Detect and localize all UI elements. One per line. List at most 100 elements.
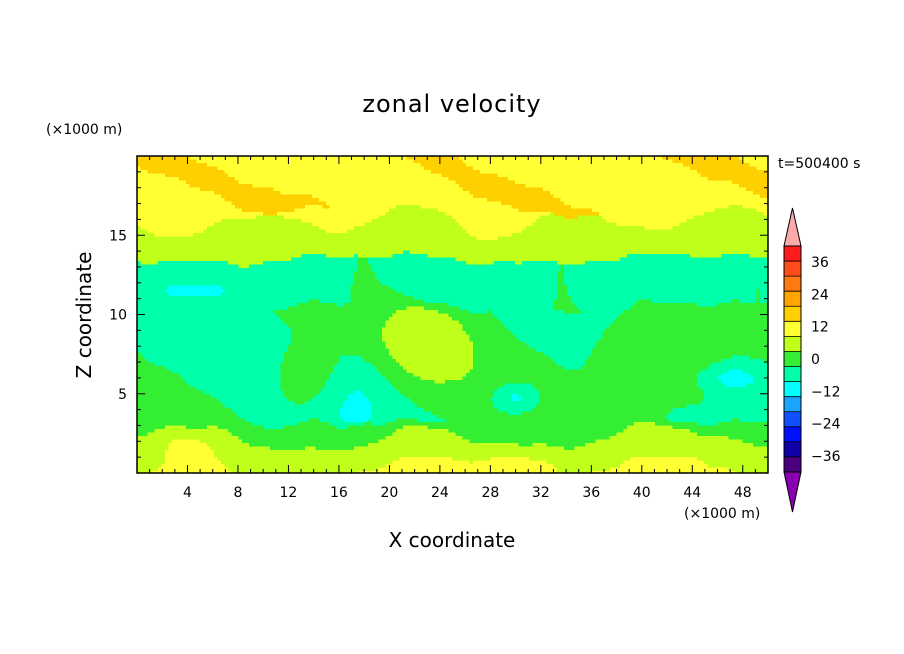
field-cell <box>641 163 645 167</box>
field-cell <box>746 226 750 230</box>
field-cell <box>756 226 761 230</box>
field-cell <box>683 233 687 237</box>
field-cell <box>151 187 155 192</box>
field-cell <box>406 177 411 181</box>
field-cell <box>179 205 183 209</box>
field-cell <box>669 233 673 237</box>
field-cell <box>574 191 579 195</box>
field-cell <box>336 212 341 216</box>
field-cell <box>350 236 355 241</box>
field-cell <box>175 191 180 195</box>
field-cell <box>581 243 586 248</box>
field-cell <box>441 194 446 199</box>
field-cell <box>308 184 313 188</box>
field-cell <box>434 170 439 174</box>
field-cell <box>644 201 649 206</box>
field-cell <box>140 156 145 160</box>
field-cell <box>700 236 705 241</box>
field-cell <box>686 229 691 234</box>
field-cell <box>347 180 351 185</box>
field-cell <box>585 243 589 248</box>
field-cell <box>630 222 635 227</box>
field-cell <box>459 215 463 220</box>
field-cell <box>546 243 551 248</box>
field-cell <box>739 236 743 241</box>
field-cell <box>725 212 729 216</box>
field-cell <box>193 222 197 227</box>
field-cell <box>203 212 208 216</box>
field-cell <box>739 229 743 234</box>
field-cell <box>308 163 313 167</box>
field-cell <box>361 184 365 188</box>
field-cell <box>721 177 726 181</box>
field-cell <box>280 208 285 213</box>
field-cell <box>249 187 253 192</box>
field-cell <box>592 215 596 220</box>
field-cell <box>690 170 694 174</box>
field-cell <box>396 163 400 167</box>
field-cell <box>700 215 705 220</box>
field-cell <box>473 250 477 255</box>
field-cell <box>718 233 722 237</box>
field-cell <box>420 212 425 216</box>
field-cell <box>406 250 411 255</box>
field-cell <box>490 170 495 174</box>
field-cell <box>756 229 761 234</box>
field-cell <box>207 219 211 223</box>
field-cell <box>518 247 523 251</box>
field-cell <box>385 229 390 234</box>
field-cell <box>550 229 554 234</box>
field-cell <box>368 229 372 234</box>
field-cell <box>756 173 761 178</box>
field-cell <box>616 184 621 188</box>
field-cell <box>571 229 575 234</box>
field-cell <box>529 163 533 167</box>
field-cell <box>693 212 698 216</box>
field-cell <box>263 212 267 216</box>
field-cell <box>354 156 358 160</box>
field-cell <box>749 233 754 237</box>
field-cell <box>760 180 764 185</box>
field-cell <box>389 187 393 192</box>
field-cell <box>571 198 575 202</box>
field-cell <box>592 205 596 209</box>
field-cell <box>158 219 162 223</box>
field-cell <box>627 163 631 167</box>
field-cell <box>511 159 516 164</box>
field-cell <box>732 170 736 174</box>
field-cell <box>756 233 761 237</box>
field-cell <box>553 180 558 185</box>
field-cell <box>497 212 502 216</box>
field-cell <box>336 250 341 255</box>
field-cell <box>231 250 236 255</box>
field-cell <box>452 194 456 199</box>
field-cell <box>746 205 750 209</box>
field-cell <box>585 194 589 199</box>
field-cell <box>315 163 320 167</box>
field-cell <box>231 236 236 241</box>
field-cell <box>389 159 393 164</box>
field-cell <box>588 163 593 167</box>
field-cell <box>280 243 285 248</box>
field-cell <box>357 212 362 216</box>
field-cell <box>690 243 694 248</box>
field-cell <box>396 240 400 244</box>
field-cell <box>602 159 607 164</box>
field-cell <box>522 194 526 199</box>
field-cell <box>413 250 418 255</box>
field-cell <box>322 198 327 202</box>
field-cell <box>469 208 474 213</box>
field-cell <box>203 184 208 188</box>
field-cell <box>238 247 243 251</box>
field-cell <box>693 180 698 185</box>
field-cell <box>186 201 190 206</box>
field-cell <box>140 166 145 171</box>
field-cell <box>189 222 194 227</box>
field-cell <box>651 180 656 185</box>
field-cell <box>434 198 439 202</box>
field-cell <box>221 159 225 164</box>
field-cell <box>179 208 183 213</box>
field-cell <box>235 187 239 192</box>
field-cell <box>361 163 365 167</box>
field-cell <box>333 208 337 213</box>
